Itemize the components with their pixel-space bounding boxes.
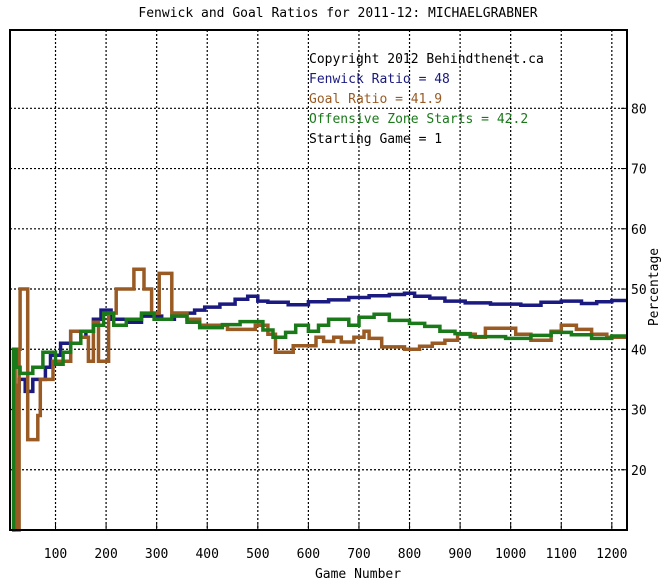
x-tick-label: 300	[145, 547, 168, 562]
x-axis-label: Game Number	[315, 567, 401, 580]
x-tick-label: 400	[195, 547, 218, 562]
x-axis: 100 200 300 400 500 600 700 800 900 1000 1100 1200	[44, 524, 627, 562]
x-tick-label: 1200	[596, 547, 627, 562]
legend-entry-fenwick: Fenwick Ratio = 48	[309, 72, 450, 87]
y-tick-label: 40	[631, 343, 647, 358]
y-tick-label: 70	[631, 163, 647, 178]
y-tick-label: 20	[631, 464, 647, 479]
legend: Copyright 2012 Behindthenet.ca Fenwick R…	[309, 52, 544, 147]
legend-starting-game: Starting Game = 1	[309, 132, 442, 147]
series-line-offensive-zone-starts	[11, 311, 626, 532]
x-tick-label: 800	[398, 547, 421, 562]
legend-entry-ozone: Offensive Zone Starts = 42.2	[309, 112, 528, 127]
y-tick-label: 30	[631, 404, 647, 419]
x-tick-label: 100	[44, 547, 67, 562]
y-tick-label: 60	[631, 223, 647, 238]
plot-frame	[9, 29, 628, 531]
x-tick-label: 1100	[546, 547, 577, 562]
y-tick-label: 80	[631, 102, 647, 117]
x-tick-label: 500	[246, 547, 269, 562]
legend-copyright: Copyright 2012 Behindthenet.ca	[309, 52, 544, 67]
y-axis: 20 30 40 50 60 70 80	[621, 102, 647, 479]
legend-entry-goal: Goal Ratio = 41.9	[309, 92, 442, 107]
x-tick-label: 600	[297, 547, 320, 562]
grid	[10, 30, 627, 530]
x-tick-label: 200	[94, 547, 117, 562]
series-group	[11, 267, 626, 532]
x-tick-label: 700	[347, 547, 370, 562]
y-tick-label: 50	[631, 283, 647, 298]
x-tick-label: 1000	[495, 547, 526, 562]
plot-area	[10, 30, 627, 530]
x-tick-label: 900	[448, 547, 471, 562]
chart-title: Fenwick and Goal Ratios for 2011-12: MIC…	[138, 6, 537, 21]
y-axis-label: Percentage	[647, 248, 662, 326]
